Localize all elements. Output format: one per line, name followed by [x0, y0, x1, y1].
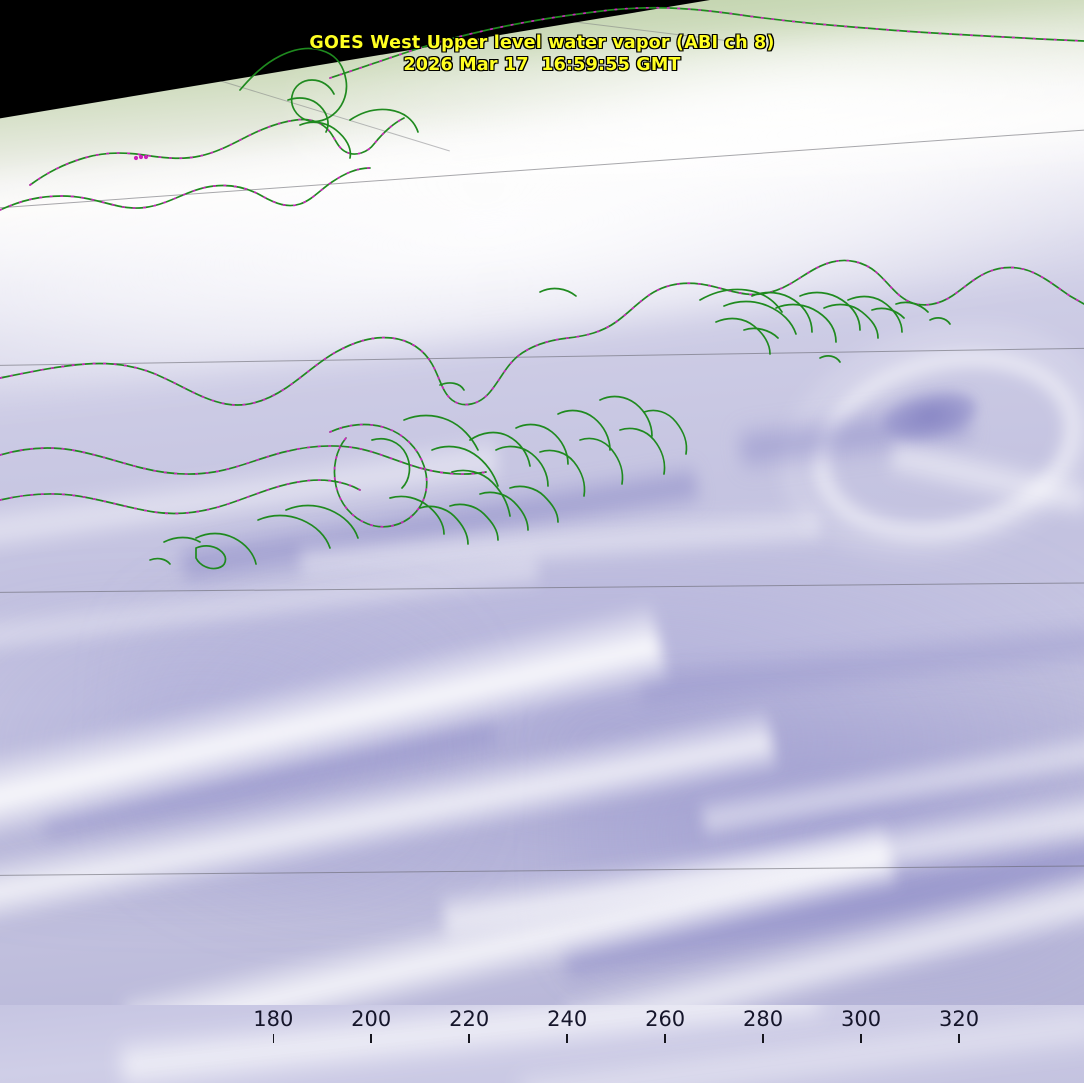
colorbar-label-300: 300	[841, 1007, 882, 1031]
off-disk-top-edge	[0, 0, 1084, 38]
colorbar-tick-280	[762, 1034, 764, 1043]
colorbar-label-200: 200	[351, 1007, 392, 1031]
cyclone-swirl	[737, 292, 1084, 590]
colorbar-background	[0, 1005, 1084, 1083]
colorbar-label-260: 260	[645, 1007, 686, 1031]
colorbar-label-180: 180	[253, 1007, 294, 1031]
colorbar-tick-180	[272, 1034, 275, 1043]
satellite-image-panel: GOES West Upper level water vapor (ABI c…	[0, 0, 1084, 1005]
colorbar-tick-260	[664, 1034, 666, 1043]
colorbar-tick-200	[370, 1034, 372, 1043]
colorbar-tick-300	[860, 1034, 862, 1043]
colorbar-label-280: 280	[743, 1007, 784, 1031]
colorbar-tick-320	[958, 1034, 960, 1043]
colorbar-label-320: 320	[938, 1007, 980, 1031]
colorbar-label-220: 220	[449, 1007, 490, 1031]
colorbar-tick-220	[468, 1034, 470, 1043]
colorbar-label-240: 240	[547, 1007, 588, 1031]
colorbar-tick-240	[566, 1034, 568, 1043]
